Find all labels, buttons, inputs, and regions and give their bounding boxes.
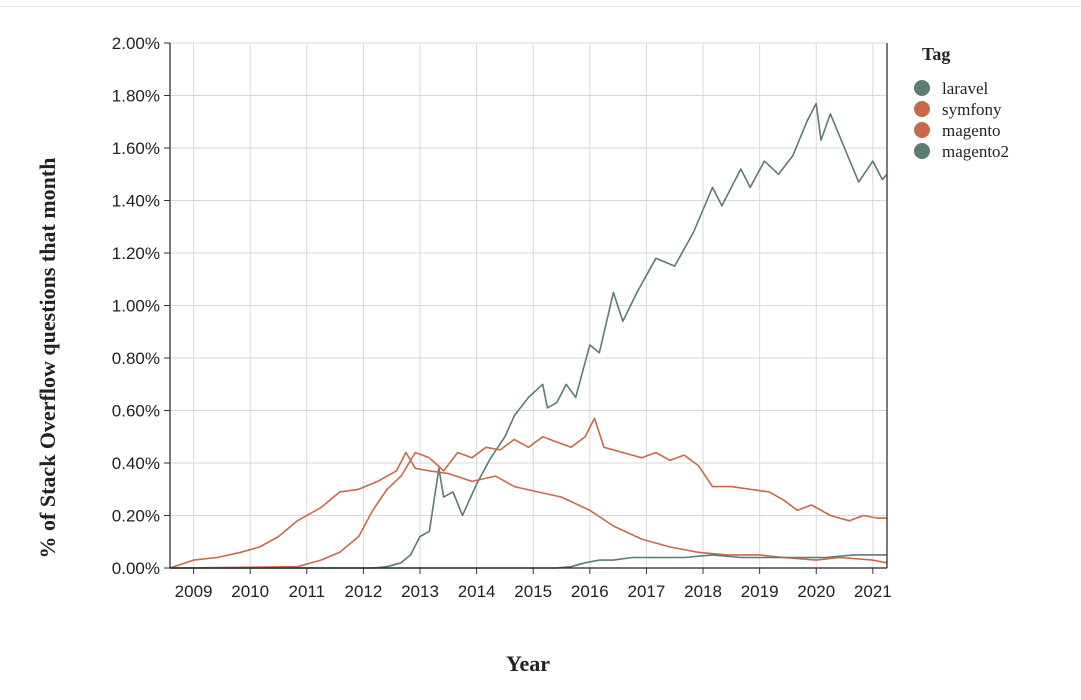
legend-label-symfony: symfony — [942, 100, 1002, 119]
x-tick-label: 2009 — [175, 582, 213, 601]
legend-marker-magento — [914, 122, 930, 138]
y-tick-label: 0.40% — [112, 454, 160, 473]
y-tick-label: 2.00% — [112, 34, 160, 53]
x-tick-label: 2015 — [514, 582, 552, 601]
y-tick-label: 1.00% — [112, 297, 160, 316]
y-tick-label: 1.80% — [112, 87, 160, 106]
y-tick-label: 1.20% — [112, 244, 160, 263]
legend-label-laravel: laravel — [942, 79, 989, 98]
series-line-laravel — [170, 102, 888, 569]
x-tick-label: 2010 — [231, 582, 269, 601]
x-tick-label: 2017 — [628, 582, 666, 601]
y-tick-label: 0.00% — [112, 559, 160, 578]
x-tick-label: 2012 — [344, 582, 382, 601]
y-tick-label: 0.20% — [112, 507, 160, 526]
x-axis-title: Year — [506, 651, 550, 676]
legend-label-magento2: magento2 — [942, 142, 1009, 161]
y-tick-label: 0.60% — [112, 402, 160, 421]
y-tick-label: 1.40% — [112, 192, 160, 211]
x-tick-label: 2018 — [684, 582, 722, 601]
x-tick-label: 2021 — [854, 582, 892, 601]
series-line-magento2 — [170, 554, 887, 569]
x-tick-label: 2020 — [797, 582, 835, 601]
legend-marker-magento2 — [914, 143, 930, 159]
legend-label-magento: magento — [942, 121, 1001, 140]
legend-marker-laravel — [914, 80, 930, 96]
x-tick-label: 2011 — [289, 582, 326, 601]
top-divider — [0, 6, 1081, 7]
series-line-magento — [169, 417, 887, 569]
x-tick-label: 2013 — [401, 582, 439, 601]
grid-lines — [170, 42, 887, 569]
y-axis-title: % of Stack Overflow questions that month — [35, 158, 60, 559]
y-tick-label: 0.80% — [112, 349, 160, 368]
series-line-symfony — [169, 451, 888, 569]
x-tick-label: 2019 — [741, 582, 779, 601]
y-axis-ticks: 0.00% 0.20% 0.40% 0.60% 0.80% 1.00% 1.20% 1.40%… — [112, 34, 170, 578]
series-lines — [169, 102, 888, 569]
y-tick-label: 1.60% — [112, 139, 160, 158]
x-tick-label: 2016 — [571, 582, 609, 601]
x-axis-ticks: 2009 2010 2011 2012 2013 2014 2015 2016 2017 2018… — [175, 568, 892, 601]
legend-marker-symfony — [914, 101, 930, 117]
x-tick-label: 2014 — [458, 582, 496, 601]
legend: Tag laravel symfony magento magento2 — [914, 44, 1009, 161]
legend-title: Tag — [922, 44, 950, 64]
